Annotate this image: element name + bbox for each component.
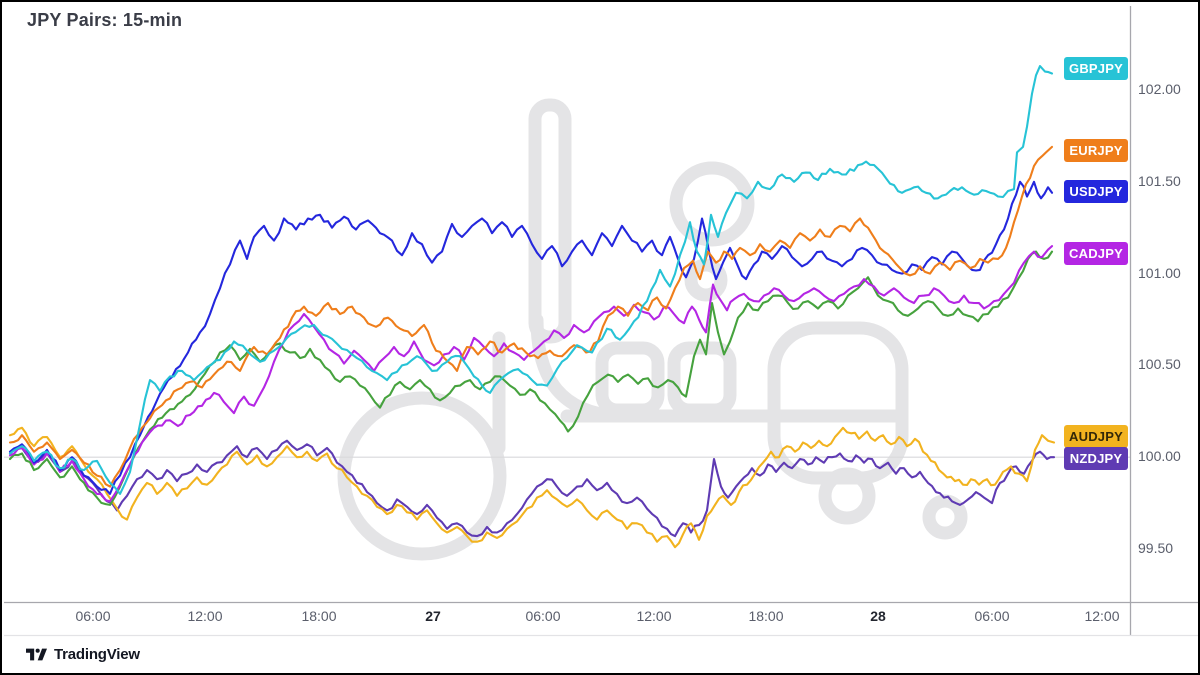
time-tick-06:00: 06:00 xyxy=(974,608,1010,624)
time-tick-18:00: 18:00 xyxy=(301,608,337,624)
time-tick-12:00: 12:00 xyxy=(1084,608,1120,624)
price-tick-100.00: 100.00 xyxy=(1138,448,1181,465)
price-label-eurjpy: EURJPY xyxy=(1064,139,1128,162)
time-scale[interactable]: 06:00 12:00 18:00 27 06:00 12:00 18:00 28 06:00 1… xyxy=(2,606,1130,632)
price-scale[interactable]: 102.00 101.50 101.00 100.50 100.00 99.50 xyxy=(1138,2,1198,638)
tradingview-logo[interactable]: TradingView xyxy=(26,646,140,663)
price-label-nzdjpy: NZDJPY xyxy=(1064,447,1128,470)
price-tick-101.50: 101.50 xyxy=(1138,172,1181,189)
time-tick-28: 28 xyxy=(870,608,886,624)
series-price-labels: GBPJPY EURJPY USDJPY CADJPY AUDJPY NZDJPY xyxy=(1064,2,1128,602)
price-label-usdjpy: USDJPY xyxy=(1064,180,1128,203)
time-tick-12:00: 12:00 xyxy=(187,608,223,624)
price-tick-101.00: 101.00 xyxy=(1138,264,1181,281)
price-tick-100.50: 100.50 xyxy=(1138,356,1181,373)
series-line-gbpjpy xyxy=(8,65,1054,495)
tradingview-label: TradingView xyxy=(54,646,140,663)
price-tick-102.00: 102.00 xyxy=(1138,81,1181,97)
price-tick-99.50: 99.50 xyxy=(1138,540,1174,556)
time-tick-18:00: 18:00 xyxy=(748,608,784,624)
price-label-cadjpy: CADJPY xyxy=(1064,242,1128,265)
series-line-audjpy xyxy=(8,426,1056,549)
series-line-nzdjpy xyxy=(8,439,1056,538)
series-line-usdjpy xyxy=(8,180,1054,495)
series-line-eurjpy xyxy=(8,145,1054,488)
watermark-logo xyxy=(337,98,968,561)
chart-legend-title[interactable]: JPY Pairs: 15-min xyxy=(27,10,183,30)
time-tick-12:00: 12:00 xyxy=(636,608,672,624)
price-label-audjpy: AUDJPY xyxy=(1064,425,1128,448)
time-tick-06:00: 06:00 xyxy=(525,608,561,624)
time-tick-27: 27 xyxy=(425,608,441,624)
series-layer xyxy=(8,65,1056,549)
series-line-unlabeled xyxy=(8,250,1054,506)
series-line-cadjpy xyxy=(8,245,1054,503)
price-label-gbpjpy: GBPJPY xyxy=(1064,57,1128,80)
time-tick-06:00: 06:00 xyxy=(75,608,111,624)
tradingview-icon xyxy=(26,648,47,661)
